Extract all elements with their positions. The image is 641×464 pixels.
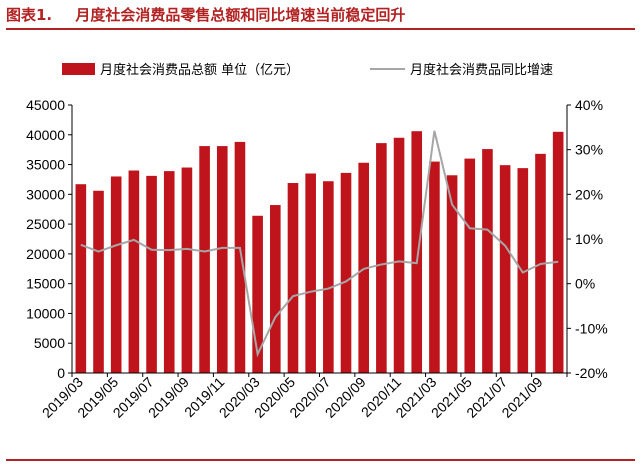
y-right-tick-label: 40% — [575, 97, 603, 113]
y-right-tick-label: -10% — [575, 320, 608, 336]
y-left-tick-label: 25000 — [26, 216, 65, 232]
legend-label-line: 月度社会消费品同比增速 — [410, 62, 553, 78]
bar — [146, 175, 157, 373]
bar — [358, 162, 369, 373]
bar — [499, 165, 511, 373]
bar — [181, 167, 193, 373]
bar — [340, 172, 352, 373]
bar — [270, 205, 281, 373]
y-left-tick-label: 15000 — [26, 276, 65, 292]
bar — [482, 149, 493, 373]
bar-series — [75, 131, 564, 373]
y-left-tick-label: 30000 — [26, 186, 65, 202]
y-left-tick-label: 35000 — [26, 157, 65, 173]
bar — [216, 146, 228, 373]
bar — [429, 161, 440, 373]
y-left-tick-label: 45000 — [26, 97, 65, 113]
y-left-tick-label: 5000 — [34, 335, 65, 351]
figure-number: 图表1. — [6, 6, 53, 24]
bar — [411, 131, 423, 373]
y-left-tick-label: 0 — [57, 365, 65, 381]
figure-title: 月度社会消费品零售总额和同比增速当前稳定回升 — [75, 6, 406, 24]
bar — [517, 168, 529, 373]
bar — [446, 175, 458, 373]
bar — [128, 170, 140, 373]
legend-swatch-bar — [62, 63, 95, 75]
bar — [323, 181, 334, 373]
legend-label-bar: 月度社会消费品总额 单位（亿元） — [100, 62, 299, 78]
bar — [199, 146, 210, 373]
y-right-tick-label: 20% — [575, 186, 603, 202]
bar — [252, 215, 263, 373]
axis-ticks: 0 5000 10000 15000 20000 25000 30000 35000 40000… — [26, 97, 608, 421]
bar — [93, 190, 104, 373]
bar — [393, 137, 405, 373]
y-left-tick-label: 10000 — [26, 305, 65, 321]
y-left-tick-label: 40000 — [26, 127, 65, 143]
figure-caption: 图表1. 月度社会消费品零售总额和同比增速当前稳定回升 — [6, 4, 635, 30]
chart-legend: 月度社会消费品总额 单位（亿元） 月度社会消费品同比增速 — [62, 62, 553, 78]
y-right-tick-label: 10% — [575, 231, 603, 247]
bar — [376, 143, 387, 373]
bar — [464, 158, 476, 373]
bar — [75, 184, 87, 373]
bottom-rule — [6, 459, 635, 461]
bar — [305, 173, 316, 373]
y-right-tick-label: -20% — [575, 365, 608, 381]
bar — [163, 171, 175, 373]
growth-rate-line — [80, 130, 559, 358]
y-right-tick-label: 30% — [575, 142, 603, 158]
y-left-tick-label: 20000 — [26, 246, 65, 262]
bar — [552, 131, 564, 373]
y-right-tick-label: 0% — [575, 276, 595, 292]
bar — [287, 183, 299, 373]
bar — [234, 141, 246, 373]
bar — [110, 176, 122, 373]
